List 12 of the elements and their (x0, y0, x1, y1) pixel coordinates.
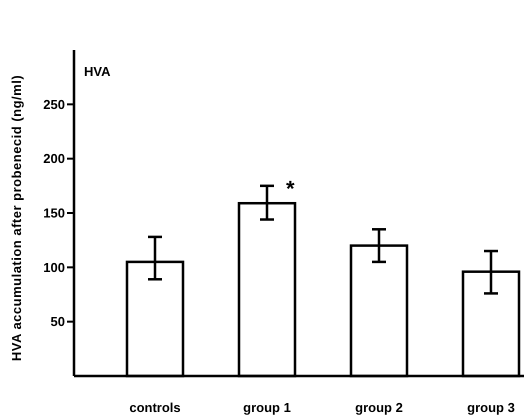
x-tick-label: controls (129, 400, 181, 415)
x-tick-label: group 2 (355, 400, 403, 415)
annotation: * (286, 176, 295, 201)
y-tick-label: 200 (43, 151, 65, 166)
y-tick-label: 100 (43, 260, 65, 275)
x-tick-label: group 1 (243, 400, 291, 415)
y-tick-label: 250 (43, 96, 65, 112)
y-tick-label: 150 (43, 206, 65, 221)
x-tick-label: group 3 (467, 400, 515, 415)
annotation: HVA (84, 64, 112, 79)
y-tick-label: 50 (50, 314, 65, 330)
y-axis-title: HVA accumulation after probenecid (ng/ml) (9, 74, 24, 362)
